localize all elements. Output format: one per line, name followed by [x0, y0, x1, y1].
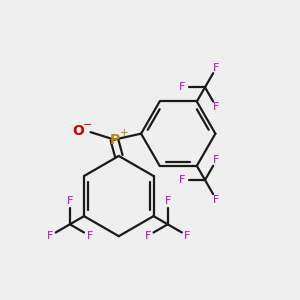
Text: F: F [145, 231, 151, 241]
Text: F: F [47, 231, 53, 241]
Text: F: F [213, 195, 220, 205]
Text: F: F [213, 102, 220, 112]
Text: F: F [86, 231, 93, 241]
Text: F: F [213, 62, 220, 73]
Text: −: − [83, 120, 92, 130]
Text: F: F [179, 175, 185, 185]
Text: O: O [73, 124, 85, 138]
Text: F: F [179, 82, 185, 92]
Text: F: F [184, 231, 191, 241]
Text: +: + [119, 128, 128, 138]
Text: P: P [110, 133, 120, 147]
Text: F: F [164, 196, 171, 206]
Text: F: F [67, 196, 73, 206]
Text: F: F [213, 155, 220, 165]
